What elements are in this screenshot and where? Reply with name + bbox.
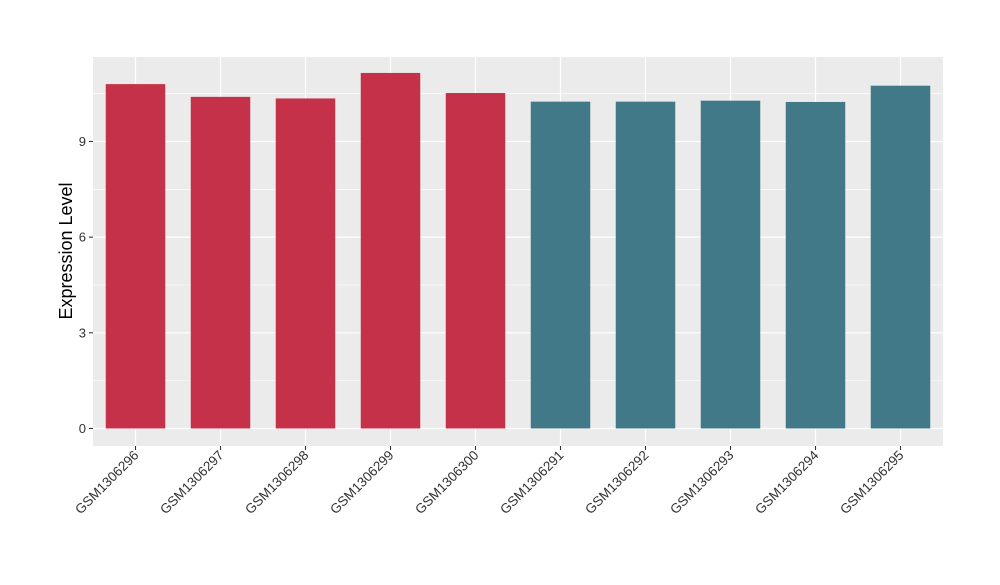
x-tick-label: GSM1306299 xyxy=(327,448,397,518)
x-tick-label: GSM1306300 xyxy=(412,448,482,518)
x-tick-label: GSM1306291 xyxy=(497,448,567,518)
x-tick-label: GSM1306293 xyxy=(667,448,737,518)
bar-gsm1306298 xyxy=(275,98,336,429)
x-tick-label: GSM1306296 xyxy=(72,448,142,518)
bars xyxy=(105,72,931,429)
y-tick-label: 3 xyxy=(79,325,86,340)
bar-gsm1306292 xyxy=(615,101,676,429)
x-tick-label: GSM1306295 xyxy=(837,448,907,518)
y-tick-label: 9 xyxy=(79,134,86,149)
x-axis: GSM1306296 GSM1306297 GSM1306298 GSM1306299… xyxy=(72,446,907,517)
bar-gsm1306291 xyxy=(530,101,591,429)
bar-gsm1306295 xyxy=(870,85,931,429)
bar-gsm1306299 xyxy=(360,72,421,429)
y-tick-label: 6 xyxy=(79,230,86,245)
y-axis: 0 3 6 9 xyxy=(79,134,93,436)
bar-gsm1306294 xyxy=(785,101,846,429)
bar-gsm1306293 xyxy=(700,100,761,429)
bar-gsm1306296 xyxy=(105,84,166,429)
y-tick-label: 0 xyxy=(79,421,86,436)
y-axis-title: Expression Level xyxy=(56,182,76,319)
bar-gsm1306300 xyxy=(445,93,506,429)
x-tick-label: GSM1306298 xyxy=(242,448,312,518)
bar-gsm1306297 xyxy=(190,96,251,429)
x-tick-label: GSM1306297 xyxy=(157,448,227,518)
x-tick-label: GSM1306294 xyxy=(752,447,822,517)
x-tick-label: GSM1306292 xyxy=(582,448,652,518)
